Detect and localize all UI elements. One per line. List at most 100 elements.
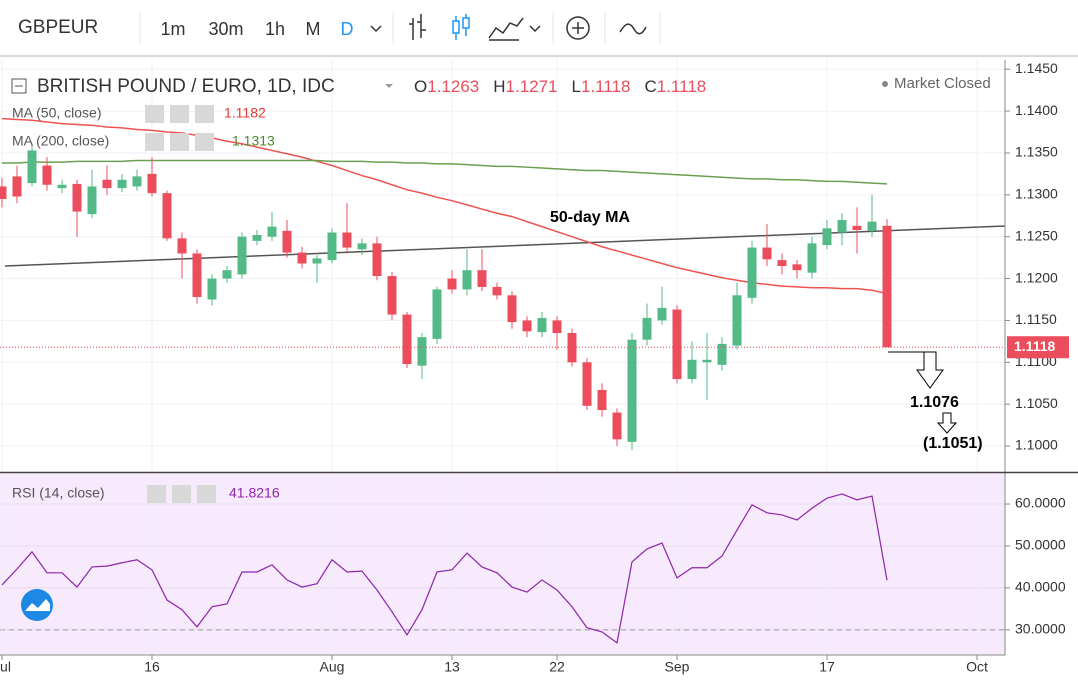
y-tick-label: 1.1400 — [1015, 102, 1058, 118]
candle-body — [12, 176, 22, 197]
rsi-line — [1, 493, 888, 644]
candle-body — [267, 226, 277, 237]
candle-body — [852, 225, 862, 230]
legend: BRITISH POUND / EURO, 1D, IDC O1.1263 H1.… — [11, 75, 991, 503]
candle-body — [627, 339, 637, 442]
y-tick-label: 1.1000 — [1015, 437, 1058, 453]
arrow-down — [936, 412, 958, 434]
y-tick-label: 1.1350 — [1015, 144, 1058, 160]
symbol[interactable]: GBPEUR — [18, 17, 98, 38]
candle-body — [402, 314, 412, 364]
ma-legend-name: MA (50, close) — [12, 105, 101, 121]
candle-body — [147, 173, 157, 194]
candle-body — [807, 243, 817, 273]
status-dot — [882, 81, 888, 87]
candle-body — [552, 320, 562, 333]
x-tick-label: Sep — [665, 659, 690, 675]
y-tick-label: 60.0000 — [1015, 495, 1066, 511]
ohlc-value: 1.1263 — [427, 77, 479, 96]
candle-body — [387, 276, 397, 315]
moving-average — [2, 159, 888, 185]
ma-legend-name: MA (200, close) — [12, 133, 109, 149]
ohlc-value: 1.1118 — [657, 77, 706, 96]
logo — [21, 589, 53, 621]
candle-body — [417, 337, 427, 366]
annotation: 1.1076 — [910, 394, 959, 411]
candle-body — [822, 228, 832, 246]
candle-body — [372, 243, 382, 277]
moving-average — [1, 117, 888, 295]
plot — [0, 117, 1005, 644]
interval[interactable]: 1m — [160, 19, 185, 39]
ohlc-value: 1.1271 — [506, 77, 558, 96]
candles-icon[interactable] — [452, 14, 470, 40]
x-tick-label: 16 — [144, 659, 160, 675]
candle-body — [312, 258, 322, 264]
candle-body — [162, 193, 172, 239]
dropdown-icon[interactable] — [385, 84, 393, 88]
candle-body — [177, 238, 187, 254]
interval[interactable]: M — [306, 19, 321, 39]
candle-body — [192, 253, 202, 297]
arrow-down — [916, 351, 944, 389]
y-tick-label: 1.1200 — [1015, 269, 1058, 285]
ohlc-label: C — [644, 77, 656, 96]
candle-body — [882, 225, 892, 348]
candle-body — [282, 230, 292, 253]
y-tick-label: 30.0000 — [1015, 621, 1066, 637]
collapse-icon[interactable] — [11, 78, 27, 94]
dropdown-icon[interactable] — [529, 25, 541, 33]
bars-icon[interactable] — [409, 14, 426, 40]
x-tick-label: Aug — [320, 659, 345, 675]
ohlc-label: H — [493, 77, 505, 96]
candle-body — [117, 179, 127, 189]
add-indicator-icon[interactable] — [566, 16, 590, 40]
last-price-label: 1.1118 — [1014, 338, 1055, 354]
candle-body — [27, 150, 37, 184]
dropdown-icon[interactable] — [370, 25, 382, 33]
candle-body — [462, 270, 472, 290]
grid — [0, 60, 1005, 655]
x-tick-label: Jul — [0, 659, 11, 675]
interval-active[interactable]: D — [341, 19, 354, 39]
candle-body — [252, 235, 262, 241]
x-tick-label: 22 — [549, 659, 565, 675]
candle-body — [357, 243, 367, 250]
y-tick-label: 1.1050 — [1015, 395, 1058, 411]
annotation: (1.1051) — [923, 435, 983, 452]
last-price-box — [1007, 336, 1069, 359]
candle-body — [477, 270, 487, 287]
candle-body — [507, 295, 517, 323]
candle-body — [72, 183, 82, 212]
candle-body — [447, 278, 457, 290]
ohlc-label: O — [414, 77, 427, 96]
candle-body — [342, 232, 352, 248]
toolbar: GBPEUR 1m 30m 1h M D — [0, 0, 1078, 57]
ohlc-value: 1.1118 — [581, 77, 630, 96]
candle-body — [102, 179, 112, 189]
interval[interactable]: 30m — [208, 19, 243, 39]
candle-body — [867, 221, 877, 231]
compare-icon[interactable] — [619, 23, 647, 35]
candle-body — [672, 309, 682, 380]
interval[interactable]: 1h — [265, 19, 285, 39]
candle-body — [57, 184, 67, 189]
candle-body — [237, 236, 247, 275]
candle-body — [492, 286, 502, 296]
candle-body — [777, 260, 787, 266]
y-tick-label: 1.1300 — [1015, 186, 1058, 202]
y-tick-label: 50.0000 — [1015, 537, 1066, 553]
axes: 1.10001.10501.11001.11501.12001.12501.13… — [0, 60, 1069, 675]
area-icon[interactable] — [488, 17, 524, 41]
market-status: Market Closed — [894, 75, 991, 92]
candle-body — [597, 389, 607, 411]
x-tick-label: 13 — [444, 659, 460, 675]
rsi-pane-bg — [0, 473, 1005, 655]
candle-body — [207, 278, 217, 300]
candle-body — [657, 307, 667, 321]
candle-body — [732, 295, 742, 346]
candle-body — [132, 176, 142, 187]
candle-body — [582, 362, 592, 406]
annotation: 50-day MA — [550, 209, 630, 226]
